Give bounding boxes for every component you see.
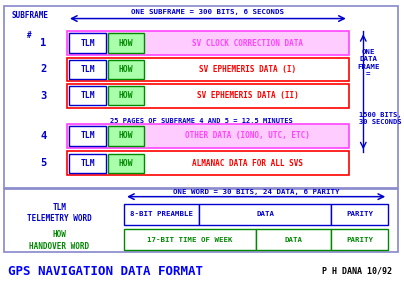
Bar xyxy=(108,126,144,146)
Text: 1500 BITS,
30 SECONDS: 1500 BITS, 30 SECONDS xyxy=(359,112,402,125)
Text: #: # xyxy=(27,31,32,40)
Text: ONE SUBFRAME = 300 BITS, 6 SECONDS: ONE SUBFRAME = 300 BITS, 6 SECONDS xyxy=(131,9,284,15)
Text: HOW: HOW xyxy=(119,159,133,168)
Text: 8-BIT PREAMBLE: 8-BIT PREAMBLE xyxy=(130,212,193,217)
Text: DATA: DATA xyxy=(285,237,303,242)
Text: SV EPHEMERIS DATA (II): SV EPHEMERIS DATA (II) xyxy=(197,91,298,100)
Text: TLM: TLM xyxy=(80,91,95,100)
Bar xyxy=(69,154,106,173)
Bar xyxy=(108,154,144,173)
Text: ONE WORD = 30 BITS, 24 DATA, 6 PARITY: ONE WORD = 30 BITS, 24 DATA, 6 PARITY xyxy=(173,189,339,196)
Text: 4: 4 xyxy=(40,131,46,141)
Bar xyxy=(108,33,144,53)
Bar xyxy=(67,151,349,175)
Text: HOW: HOW xyxy=(119,131,133,140)
Bar xyxy=(331,228,388,251)
Text: 17-BIT TIME OF WEEK: 17-BIT TIME OF WEEK xyxy=(147,237,233,242)
Text: GPS NAVIGATION DATA FORMAT: GPS NAVIGATION DATA FORMAT xyxy=(8,265,203,278)
Text: SUBFRAME: SUBFRAME xyxy=(11,11,48,20)
Text: OTHER DATA (IONO, UTC, ETC): OTHER DATA (IONO, UTC, ETC) xyxy=(185,131,310,140)
Text: TLM: TLM xyxy=(80,131,95,140)
Bar xyxy=(69,86,106,106)
Bar xyxy=(200,203,331,226)
Text: TLM: TLM xyxy=(80,39,95,48)
Bar xyxy=(108,60,144,79)
Text: 1: 1 xyxy=(40,38,46,48)
Bar xyxy=(108,86,144,106)
Text: 3: 3 xyxy=(40,91,46,101)
Bar xyxy=(67,124,349,148)
Text: SV EPHEMERIS DATA (I): SV EPHEMERIS DATA (I) xyxy=(199,65,296,74)
Text: HOW
HANDOVER WORD: HOW HANDOVER WORD xyxy=(29,230,89,251)
Text: PARITY: PARITY xyxy=(346,212,373,217)
Text: P H DANA 10/92: P H DANA 10/92 xyxy=(322,267,392,276)
Text: 25 PAGES OF SUBFRAME 4 AND 5 = 12.5 MINUTES: 25 PAGES OF SUBFRAME 4 AND 5 = 12.5 MINU… xyxy=(109,118,292,124)
Bar xyxy=(331,203,388,226)
Bar xyxy=(124,203,200,226)
Text: DATA: DATA xyxy=(257,212,274,217)
Bar xyxy=(67,31,349,55)
Text: ALMANAC DATA FOR ALL SVS: ALMANAC DATA FOR ALL SVS xyxy=(192,159,303,168)
Text: HOW: HOW xyxy=(119,65,133,74)
Bar xyxy=(69,33,106,53)
Text: HOW: HOW xyxy=(119,39,133,48)
Bar xyxy=(69,60,106,79)
Bar xyxy=(69,126,106,146)
Text: ONE
DATA
FRAME
=: ONE DATA FRAME = xyxy=(357,49,380,77)
Text: TLM: TLM xyxy=(80,159,95,168)
Text: 2: 2 xyxy=(40,65,46,74)
Bar xyxy=(124,228,256,251)
Text: TLM
TELEMETRY WORD: TLM TELEMETRY WORD xyxy=(27,203,92,223)
Text: TLM: TLM xyxy=(80,65,95,74)
Bar xyxy=(67,84,349,108)
Text: 5: 5 xyxy=(40,158,46,168)
Text: PARITY: PARITY xyxy=(346,237,373,242)
Bar xyxy=(67,58,349,81)
Text: HOW: HOW xyxy=(119,91,133,100)
Text: SV CLOCK CORRECTION DATA: SV CLOCK CORRECTION DATA xyxy=(192,39,303,48)
Bar xyxy=(256,228,331,251)
